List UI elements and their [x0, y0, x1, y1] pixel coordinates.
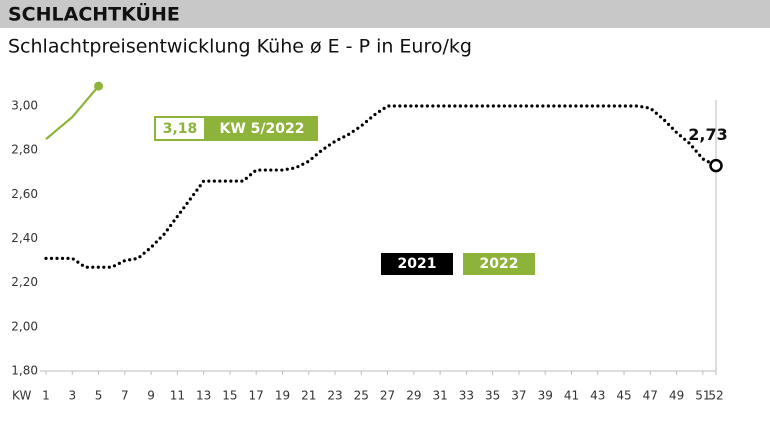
- y-tick-label: 2,80: [11, 143, 38, 157]
- x-tick-label: 5: [95, 389, 103, 403]
- x-tick-label: 51: [695, 389, 710, 403]
- y-tick-label: 2,60: [11, 187, 38, 201]
- y-tick-label: 2,20: [11, 275, 38, 289]
- annotation-week: KW 5/2022: [220, 121, 305, 137]
- x-tick-label: 43: [590, 389, 605, 403]
- end-marker: [709, 158, 723, 173]
- header-band: [0, 0, 770, 28]
- x-axis-label: KW: [12, 389, 31, 403]
- x-tick-label: 52: [708, 389, 723, 403]
- annotation-value: 3,18: [163, 121, 198, 137]
- legend-label: 2021: [398, 256, 437, 272]
- x-tick-label: 19: [275, 389, 290, 403]
- x-tick-label: 25: [354, 389, 369, 403]
- x-tick-label: 15: [222, 389, 237, 403]
- legend-swatch: [381, 253, 453, 275]
- chart-subtitle: Schlachtpreisentwicklung Kühe ø E - P in…: [8, 36, 472, 58]
- x-tick-label: 17: [249, 389, 264, 403]
- x-tick-label: 23: [327, 389, 342, 403]
- x-tick-label: 45: [616, 389, 631, 403]
- x-tick-label: 39: [538, 389, 553, 403]
- annotation-box: [154, 116, 206, 141]
- x-tick-label: 37: [511, 389, 526, 403]
- y-tick-label: 1,80: [11, 364, 38, 378]
- x-tick-label: 13: [196, 389, 211, 403]
- x-tick-label: 49: [669, 389, 684, 403]
- x-tick-label: 31: [432, 389, 447, 403]
- x-tick-label: 9: [147, 389, 155, 403]
- x-tick-label: 11: [170, 389, 185, 403]
- legend-label: 2022: [480, 256, 519, 272]
- legend-swatch: [463, 253, 535, 275]
- line-series: [44, 104, 718, 269]
- x-tick-label: 1: [42, 389, 50, 403]
- x-tick-label: 7: [121, 389, 129, 403]
- y-tick-label: 2,40: [11, 231, 38, 245]
- x-tick-label: 29: [406, 389, 421, 403]
- x-tick-label: 21: [301, 389, 316, 403]
- end-marker: [94, 81, 104, 91]
- x-tick-label: 3: [68, 389, 76, 403]
- annotation-box: [206, 116, 318, 141]
- x-tick-label: 41: [564, 389, 579, 403]
- line-series: [45, 85, 100, 140]
- x-tick-label: 33: [459, 389, 474, 403]
- chart-title: SCHLACHTKÜHE: [8, 2, 180, 26]
- x-tick-label: 27: [380, 389, 395, 403]
- y-tick-label: 2,00: [11, 319, 38, 333]
- x-tick-label: 47: [643, 389, 658, 403]
- x-tick-label: 35: [485, 389, 500, 403]
- y-tick-label: 3,00: [11, 99, 38, 113]
- end-label: 2,73: [688, 125, 727, 144]
